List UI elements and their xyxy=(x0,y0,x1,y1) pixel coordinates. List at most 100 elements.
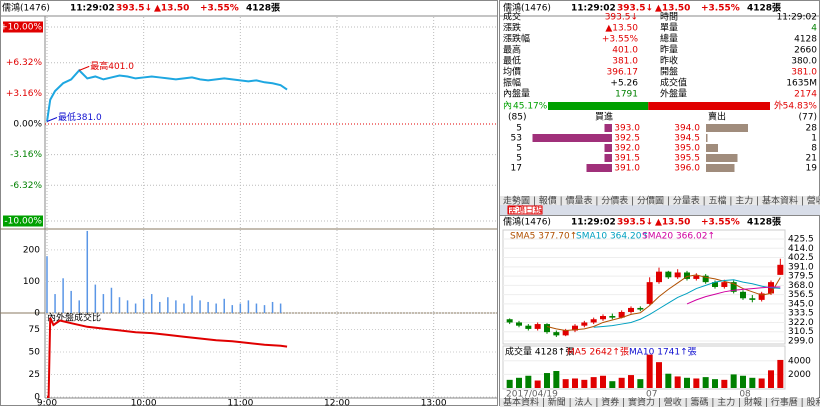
header-name: 儒鴻(1476) xyxy=(503,2,551,14)
quote-value: 4 xyxy=(811,24,817,34)
volume-bar xyxy=(721,379,728,388)
volume-bar xyxy=(730,374,737,388)
ask-bar xyxy=(706,124,748,132)
annotation-pointer xyxy=(79,65,90,71)
quote-value: 2660 xyxy=(794,46,817,56)
y-tick-label: 0 xyxy=(34,393,40,403)
volume-bar xyxy=(279,303,282,313)
bid-price: 392.0 xyxy=(614,144,640,154)
tab-strip xyxy=(500,196,820,205)
book-total: (77) xyxy=(799,113,817,123)
outer-bar xyxy=(648,102,770,110)
bottom-strip xyxy=(500,398,820,407)
quote-label: 單量 xyxy=(660,23,678,34)
split-label: 內 xyxy=(503,101,512,112)
volume-legend: MA10 1741↑張 xyxy=(629,347,697,358)
x-tick-label: 07 xyxy=(646,390,657,400)
volume-bar xyxy=(544,373,550,388)
ma-line xyxy=(593,279,781,328)
y-tick-label: -10.00% xyxy=(4,217,42,227)
candle-body xyxy=(525,325,532,329)
volume-bar xyxy=(191,295,193,313)
y-tick-label: 0.00% xyxy=(13,120,42,130)
volume-bar xyxy=(183,303,185,313)
volume-bar xyxy=(693,378,700,388)
y-tick-label: 322.0 xyxy=(788,318,814,328)
volume-bar xyxy=(150,294,153,313)
quote-label: 振幅 xyxy=(503,77,521,89)
candle-body xyxy=(628,307,634,312)
header-time: 11:29:02 xyxy=(70,4,115,14)
candle-body xyxy=(758,293,765,300)
annotation: 最高401.0 xyxy=(90,60,134,72)
tabs[interactable]: 走勢圖 | 報價 | 價量表 | 分價表 | 分價圖 | 分量表 | 五檔 | … xyxy=(503,195,820,207)
candle-body xyxy=(693,275,700,279)
volume-bar xyxy=(207,301,209,313)
quote-value: 11:29:02 xyxy=(777,13,817,23)
y-tick-label: +3.16% xyxy=(6,89,43,99)
volume-bar xyxy=(712,379,718,388)
volume-bar xyxy=(525,375,532,388)
panel-title: 內外盤成交比 xyxy=(47,312,101,324)
price-line xyxy=(46,68,288,122)
x-tick-label: 08 xyxy=(739,390,751,400)
candle-body xyxy=(572,325,578,331)
inner-bar xyxy=(548,102,649,110)
volume-legend: 成交量 4128↑張 xyxy=(505,346,574,358)
y-tick-label: 402.5 xyxy=(788,253,814,263)
candle-body xyxy=(721,282,728,287)
quote-value: 2174 xyxy=(794,90,817,100)
bid-price: 391.0 xyxy=(614,164,640,174)
quote-value: +3.55% xyxy=(602,35,639,45)
volume-bar xyxy=(70,290,72,313)
volume-bar xyxy=(239,303,242,313)
ma-line xyxy=(686,286,781,305)
y-tick-label: 0 xyxy=(34,309,40,319)
volume-bar xyxy=(646,354,653,388)
y-tick-label: 100 xyxy=(23,277,40,287)
volume-bar xyxy=(110,287,113,313)
volume-bar xyxy=(768,370,774,388)
ma-line xyxy=(546,274,781,332)
y-tick-label: 391.0 xyxy=(788,262,814,272)
volume-bar xyxy=(749,377,756,388)
ask-price: 395.5 xyxy=(674,154,700,164)
volume-bar xyxy=(255,303,258,313)
candle-body xyxy=(553,332,560,336)
candle-body xyxy=(506,319,513,323)
volume-bar xyxy=(102,294,105,313)
quote-value: 4128 xyxy=(794,35,817,45)
volume-bar xyxy=(159,301,161,313)
x-tick-label: 10:00 xyxy=(131,399,157,407)
y-tick-label: 50 xyxy=(29,348,41,358)
volume-bar xyxy=(572,378,578,388)
volume-bar xyxy=(223,298,225,313)
quote-value: +5.26 xyxy=(610,79,638,89)
volume-legend: MA5 2642↑張 xyxy=(567,347,629,358)
ma-legend: SMA5 377.70↑ xyxy=(510,232,577,242)
volume-bar xyxy=(609,381,616,388)
kline-rule xyxy=(500,215,820,216)
header-price: 393.5↓ xyxy=(617,218,653,228)
volume-bar xyxy=(247,300,250,313)
quote-label: 漲跌 xyxy=(503,23,521,34)
candle-body xyxy=(656,271,662,283)
volume-bar xyxy=(534,380,541,388)
volume-bar xyxy=(62,278,64,313)
candle-body xyxy=(562,330,569,336)
quote-value: 401.0 xyxy=(612,46,638,56)
volume-bar xyxy=(94,284,97,313)
volume-bar xyxy=(590,377,597,388)
candle-body xyxy=(749,298,756,300)
header-change: ▲13.50 xyxy=(655,218,690,228)
kline-tab[interactable]: 儒鴻日線 xyxy=(507,204,543,216)
header-pct: +3.55% xyxy=(701,4,740,14)
ratio-line xyxy=(47,317,288,398)
quote-label: 成交 xyxy=(503,11,521,23)
header-volume: 4128張 xyxy=(747,2,782,14)
bottom-tabs[interactable]: 基本資料 | 新聞 | 法人 | 資券 | 實資力 | 營收 | 籌碼 | 主力… xyxy=(503,396,820,407)
candle-body xyxy=(730,282,737,292)
quote-label: 總量 xyxy=(660,33,678,45)
